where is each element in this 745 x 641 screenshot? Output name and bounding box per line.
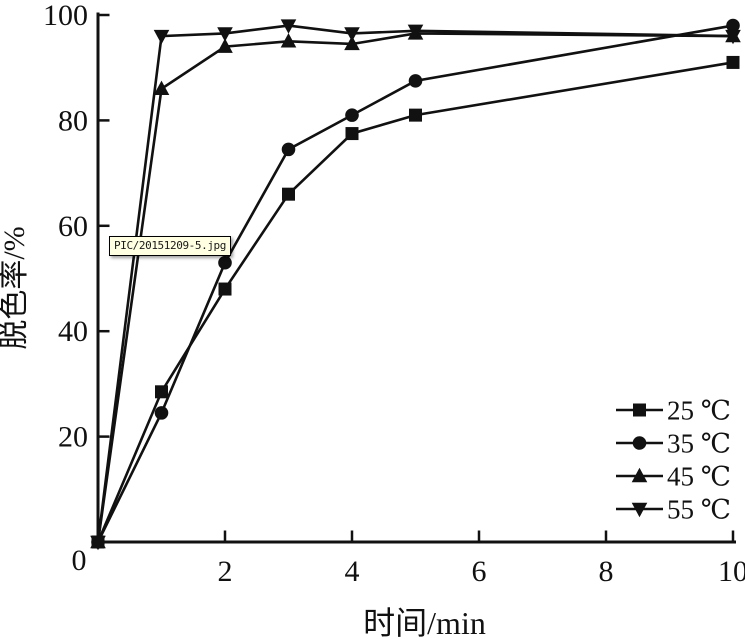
y-axis-title: 脱色率/% (0, 226, 31, 349)
series-line (96, 24, 734, 543)
circle-marker (218, 255, 232, 270)
legend-item: 45 ℃ (616, 462, 731, 492)
square-marker (726, 55, 740, 69)
y-tick-label: 60 (58, 210, 88, 243)
legend-triangle-down-marker (631, 502, 648, 518)
legend-label: 55 ℃ (667, 495, 731, 525)
series-group (90, 18, 741, 551)
triangle-down-marker (153, 29, 170, 45)
circle-marker (154, 406, 169, 420)
x-tick-label: 10 (718, 555, 745, 588)
legend-square-marker (633, 403, 646, 417)
x-tick-label: 4 (345, 555, 360, 588)
x-tick-label: 6 (472, 555, 487, 588)
legend-item: 35 ℃ (616, 429, 731, 459)
series-35c (91, 18, 740, 549)
legend: 25 ℃35 ℃45 ℃55 ℃ (616, 396, 731, 525)
triangle-down-marker (280, 19, 297, 34)
square-marker (409, 108, 422, 122)
square-marker (218, 282, 232, 296)
legend-label: 35 ℃ (667, 429, 731, 459)
circle-marker (281, 142, 296, 157)
x-tick-label: 2 (218, 555, 233, 588)
triangle-up-marker (344, 35, 360, 51)
legend-circle-marker (632, 436, 647, 450)
circle-marker (726, 18, 740, 33)
triangle-down-marker (407, 24, 424, 40)
triangle-up-marker (153, 80, 170, 95)
legend-triangle-up-marker (631, 467, 648, 483)
x-tick-label: 8 (599, 555, 614, 588)
y-tick-label: 20 (58, 421, 88, 454)
legend-label: 25 ℃ (667, 396, 731, 426)
series-25c (91, 55, 740, 549)
triangle-down-marker (217, 27, 233, 42)
triangle-up-marker (280, 33, 297, 48)
y-tick-label: 100 (43, 0, 88, 32)
square-marker (282, 187, 295, 201)
legend-item: 55 ℃ (616, 495, 731, 525)
triangle-down-marker (344, 27, 360, 42)
circle-marker (408, 74, 423, 88)
circle-marker (345, 108, 359, 122)
y-tick-label: 40 (58, 315, 88, 348)
triangle-down-marker (725, 29, 741, 45)
y-tick-label: 80 (58, 104, 88, 137)
legend-item: 25 ℃ (616, 396, 731, 426)
triangle-up-marker (217, 38, 233, 53)
series-45c (90, 25, 741, 549)
square-marker (345, 127, 359, 141)
image-path-tooltip: PIC/20151209-5.jpg (109, 236, 232, 256)
series-line (96, 24, 734, 543)
square-marker (155, 385, 168, 399)
x-axis-title: 时间/min (363, 605, 486, 641)
series-line (96, 61, 734, 543)
series-55c (90, 19, 741, 551)
origin-tick-label: 0 (72, 544, 87, 577)
legend-label: 45 ℃ (667, 462, 731, 492)
